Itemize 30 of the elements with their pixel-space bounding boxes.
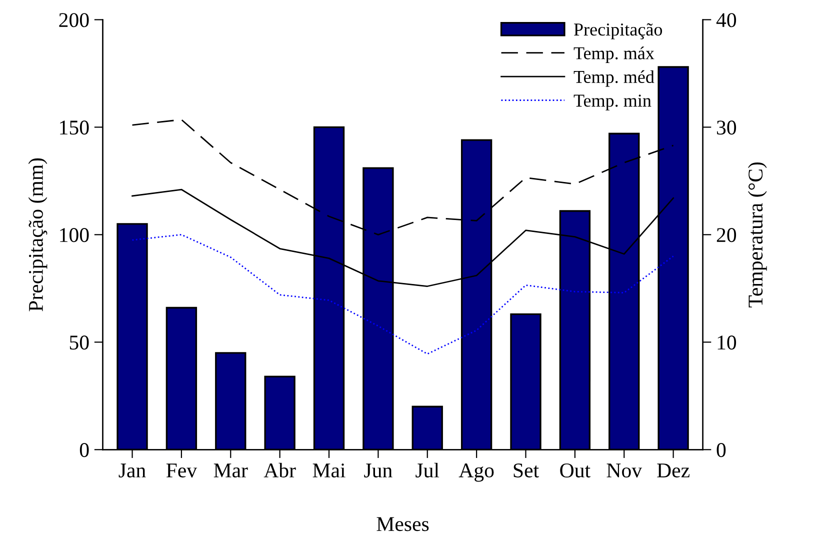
y2-tick-label: 10 — [718, 336, 736, 350]
x-tick-label: Nov — [606, 464, 642, 478]
x-tick-label: Jan — [118, 464, 146, 478]
y-tick-label: 200 — [59, 13, 89, 28]
x-tick-label: Ago — [458, 463, 494, 482]
x-tick-label: Fev — [166, 464, 198, 478]
x-tick-label: Set — [514, 463, 539, 478]
x-tick-label: Jun — [364, 464, 392, 478]
y-tick-label: 0 — [80, 443, 89, 458]
legend-label: Temp. máx — [574, 46, 654, 64]
line-series — [132, 234, 674, 355]
y2-axis-title: Temperatura (°C) — [748, 162, 767, 308]
y-tick-label: 150 — [60, 120, 89, 135]
y-tick-label: 100 — [60, 228, 89, 242]
y2-tick-label: 30 — [717, 120, 736, 135]
x-tick-label: Jul — [416, 462, 440, 478]
y-tick-label: 50 — [70, 336, 89, 350]
legend-label: Temp. min — [574, 94, 652, 110]
x-tick-label: Abr — [264, 462, 296, 478]
x-tick-label: Dez — [657, 464, 690, 478]
y-axis-title: Precipitação (mm) — [28, 158, 48, 312]
y2-tick-label: 0 — [716, 443, 726, 458]
x-tick-label: Mar — [214, 464, 248, 478]
x-tick-label: Mai — [312, 463, 346, 478]
y2-tick-label: 20 — [716, 228, 736, 242]
x-tick-label: Out — [560, 463, 590, 478]
legend-label: Precipitação — [574, 23, 662, 40]
legend-label: Temp. méd — [574, 70, 654, 87]
x-axis-title: Meses — [376, 517, 429, 532]
y2-tick-label: 40 — [716, 13, 736, 28]
